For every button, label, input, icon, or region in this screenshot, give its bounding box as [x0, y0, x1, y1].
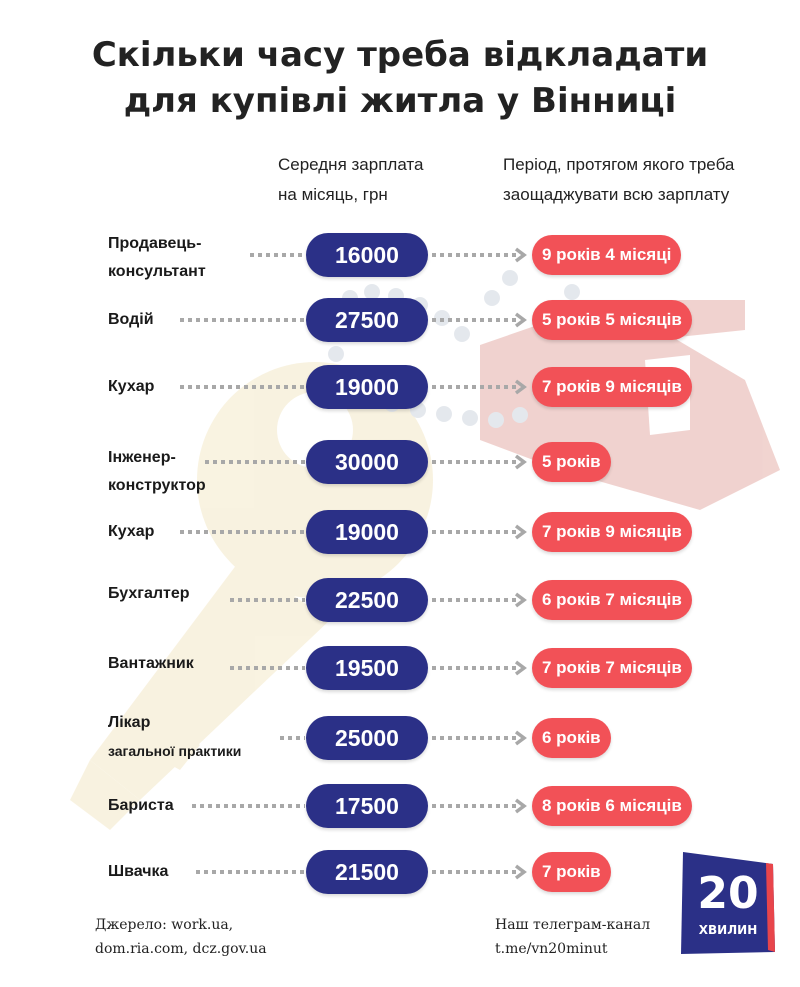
profession-label: Кухар [108, 518, 154, 546]
telegram-link: t.me/vn20minut [495, 941, 608, 957]
logo-accent [766, 863, 775, 952]
salary-pill: 22500 [306, 578, 428, 622]
salary-header-line-1: Середня зарплата [278, 155, 424, 174]
salary-pill: 25000 [306, 716, 428, 760]
title-line-2: для купівлі житла у Вінниці [123, 81, 677, 121]
profession-label-line: Швачка [108, 863, 169, 880]
source-line-1: Джерело: work.ua, [95, 917, 234, 933]
arrow-head-icon [514, 798, 527, 814]
period-pill: 7 років 9 місяців [532, 512, 692, 552]
period-header-line-1: Період, протягом якого треба [503, 155, 735, 174]
period-pill: 6 років [532, 718, 611, 758]
period-pill: 5 років 5 місяців [532, 300, 692, 340]
telegram-line-1: Наш телеграм-канал [495, 917, 651, 933]
title-line-1: Скільки часу треба відкладати [91, 35, 709, 75]
arrow-head-icon [514, 312, 527, 328]
salary-pill: 17500 [306, 784, 428, 828]
profession-label-line: конструктор [108, 477, 206, 494]
source-line-2: dom.ria.com, dcz.gov.ua [95, 941, 267, 957]
salary-pill: 16000 [306, 233, 428, 277]
period-pill: 6 років 7 місяців [532, 580, 692, 620]
profession-label: Вантажник [108, 650, 194, 678]
profession-label-line: Кухар [108, 523, 155, 540]
arrow-head-icon [514, 524, 527, 540]
salary-pill: 21500 [306, 850, 428, 894]
period-pill: 8 років 6 місяців [532, 786, 692, 826]
profession-label: Продавець-консультант [108, 230, 206, 286]
arrow-head-icon [514, 592, 527, 608]
arrow-head-icon [514, 454, 527, 470]
period-pill: 7 років 7 місяців [532, 648, 692, 688]
connector-arrows [180, 247, 527, 880]
source-note: Джерело: work.ua, dom.ria.com, dcz.gov.u… [95, 913, 267, 961]
telegram-note: Наш телеграм-канал t.me/vn20minut [495, 913, 650, 961]
period-header-line-2: заощаджувати всю зарплату [503, 185, 730, 204]
profession-label: Кухар [108, 373, 154, 401]
profession-label-line: Інженер- [108, 449, 176, 466]
profession-label: Водій [108, 306, 154, 334]
arrow-head-icon [514, 660, 527, 676]
logo-shape [681, 852, 775, 954]
20-khvylyn-logo: 20 ХВИЛИН [681, 852, 775, 954]
arrow-head-icon [514, 247, 527, 263]
profession-label-line: Лікар [108, 714, 151, 731]
profession-label: Швачка [108, 858, 168, 886]
arrow-head-icon [514, 730, 527, 746]
salary-header-line-2: на місяць, грн [278, 185, 388, 204]
profession-label: Бариста [108, 792, 174, 820]
profession-label-line: Водій [108, 311, 154, 328]
profession-label: Лікар загальної практики [108, 709, 241, 765]
salary-pill: 19000 [306, 365, 428, 409]
logo-number: 20 [697, 868, 758, 919]
profession-label-line: Бариста [108, 797, 174, 814]
profession-label-line: Продавець- [108, 235, 202, 252]
profession-label-line: Вантажник [108, 655, 194, 672]
salary-column-header: Середня зарплата на місяць, грн [278, 150, 423, 210]
salary-pill: 30000 [306, 440, 428, 484]
logo-word: ХВИЛИН [699, 923, 758, 937]
profession-label: Бухгалтер [108, 580, 190, 608]
profession-label: Інженер-конструктор [108, 444, 206, 500]
arrow-head-icon [514, 864, 527, 880]
arrow-head-icon [514, 379, 527, 395]
period-column-header: Період, протягом якого треба заощаджуват… [503, 150, 734, 210]
period-pill: 9 років 4 місяці [532, 235, 682, 275]
salary-pill: 19500 [306, 646, 428, 690]
period-pill: 7 років [532, 852, 611, 892]
profession-label-line: Кухар [108, 378, 155, 395]
profession-label-line: загальної практики [108, 743, 242, 759]
period-pill: 7 років 9 місяців [532, 367, 692, 407]
profession-label-line: Бухгалтер [108, 585, 190, 602]
period-pill: 5 років [532, 442, 611, 482]
profession-label-line: консультант [108, 263, 206, 280]
salary-pill: 27500 [306, 298, 428, 342]
salary-pill: 19000 [306, 510, 428, 554]
